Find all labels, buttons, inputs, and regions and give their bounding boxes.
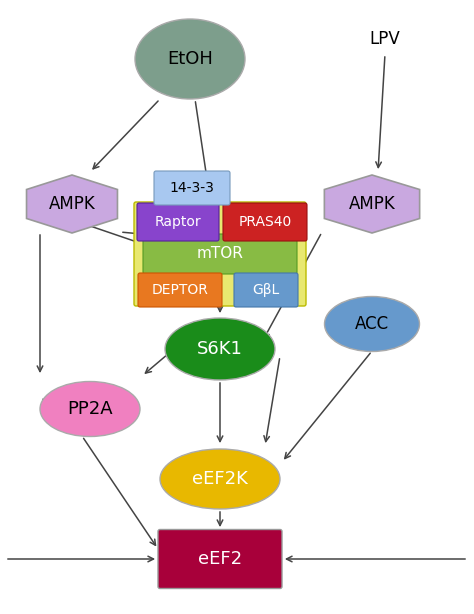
- FancyBboxPatch shape: [234, 273, 298, 307]
- Text: PRAS40: PRAS40: [238, 215, 292, 229]
- Text: eEF2K: eEF2K: [192, 470, 248, 488]
- FancyBboxPatch shape: [137, 203, 219, 241]
- Text: eEF2: eEF2: [198, 550, 242, 568]
- FancyBboxPatch shape: [223, 203, 307, 241]
- Text: AMPK: AMPK: [348, 195, 395, 213]
- Ellipse shape: [135, 19, 245, 99]
- Ellipse shape: [325, 297, 419, 351]
- Text: LPV: LPV: [370, 30, 401, 48]
- Text: ACC: ACC: [355, 315, 389, 333]
- Text: PP2A: PP2A: [67, 400, 113, 418]
- Polygon shape: [324, 175, 419, 233]
- FancyBboxPatch shape: [138, 273, 222, 307]
- FancyBboxPatch shape: [158, 529, 282, 588]
- Ellipse shape: [40, 381, 140, 437]
- Ellipse shape: [160, 449, 280, 509]
- Text: 14-3-3: 14-3-3: [170, 181, 214, 195]
- FancyBboxPatch shape: [143, 234, 297, 274]
- Text: DEPTOR: DEPTOR: [152, 283, 209, 297]
- Text: Raptor: Raptor: [155, 215, 201, 229]
- FancyBboxPatch shape: [154, 171, 230, 205]
- Polygon shape: [27, 175, 118, 233]
- Text: EtOH: EtOH: [167, 50, 213, 68]
- FancyBboxPatch shape: [134, 202, 306, 306]
- Text: GβL: GβL: [252, 283, 280, 297]
- Text: AMPK: AMPK: [49, 195, 95, 213]
- Ellipse shape: [165, 318, 275, 380]
- Text: mTOR: mTOR: [197, 246, 244, 262]
- Text: S6K1: S6K1: [197, 340, 243, 358]
